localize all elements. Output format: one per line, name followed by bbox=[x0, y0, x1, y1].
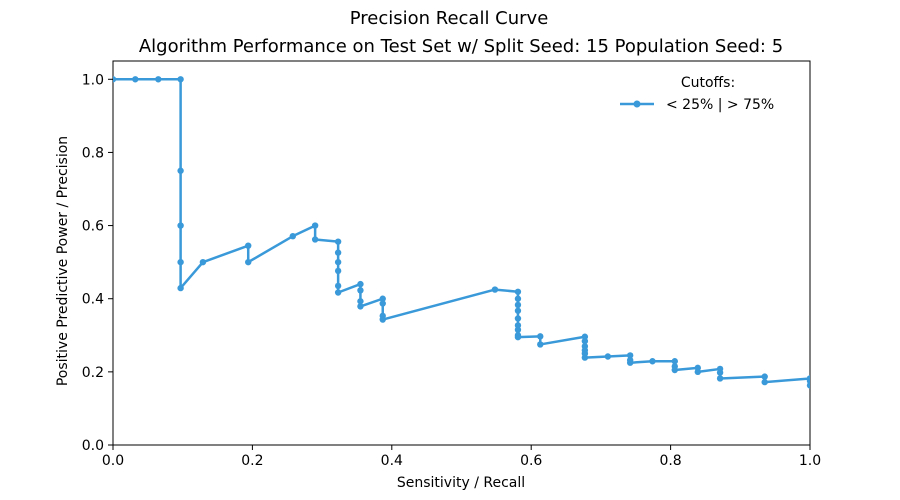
data-point bbox=[113, 76, 117, 83]
data-point bbox=[357, 280, 364, 288]
data-point bbox=[199, 258, 207, 266]
legend-label: < 25% | > 75% bbox=[666, 97, 774, 113]
x-tick-label: 0.6 bbox=[520, 453, 542, 469]
chart-subtitle: Algorithm Performance on Test Set w/ Spl… bbox=[139, 36, 783, 57]
legend-title: Cutoffs: bbox=[681, 75, 735, 91]
series-group bbox=[113, 76, 810, 389]
x-tick-label: 0.0 bbox=[102, 453, 124, 469]
data-point bbox=[177, 167, 184, 174]
data-point bbox=[514, 326, 522, 333]
data-point bbox=[155, 76, 162, 83]
data-point bbox=[334, 249, 342, 256]
data-point bbox=[761, 373, 768, 380]
data-point bbox=[671, 366, 678, 374]
data-point bbox=[357, 303, 364, 310]
data-point bbox=[514, 333, 522, 341]
data-point bbox=[626, 359, 634, 366]
data-point bbox=[537, 341, 544, 348]
data-point bbox=[177, 222, 184, 229]
data-point bbox=[716, 375, 724, 382]
data-point bbox=[761, 378, 768, 386]
data-point bbox=[806, 382, 810, 389]
data-point bbox=[514, 315, 522, 322]
data-point bbox=[311, 222, 319, 229]
series-line bbox=[113, 78, 810, 386]
data-point bbox=[581, 354, 589, 361]
data-point bbox=[671, 358, 678, 365]
data-point bbox=[289, 232, 297, 240]
data-point bbox=[177, 76, 184, 83]
legend: Cutoffs: < 25% | > 75% bbox=[620, 75, 774, 113]
data-point bbox=[132, 76, 139, 83]
data-point bbox=[581, 333, 589, 340]
data-point bbox=[334, 289, 342, 296]
data-point bbox=[334, 267, 342, 275]
data-point bbox=[626, 352, 634, 359]
data-point bbox=[334, 258, 342, 266]
legend-marker bbox=[633, 100, 641, 108]
series-layer bbox=[113, 76, 810, 389]
data-point bbox=[514, 322, 522, 329]
data-point bbox=[514, 307, 522, 314]
x-tick-label: 0.8 bbox=[659, 453, 681, 469]
data-point bbox=[514, 295, 522, 302]
data-point bbox=[491, 286, 499, 293]
data-point bbox=[581, 337, 589, 345]
axes bbox=[112, 60, 811, 446]
data-point bbox=[311, 236, 319, 243]
data-point bbox=[245, 258, 252, 266]
data-point bbox=[245, 242, 252, 249]
data-point bbox=[537, 333, 544, 340]
data-point bbox=[716, 369, 724, 376]
y-tick-label: 0.2 bbox=[82, 365, 104, 381]
y-axis-label: Positive Predictive Power / Precision bbox=[55, 136, 71, 386]
y-tick-label: 0.0 bbox=[82, 438, 104, 454]
chart-title: Precision Recall Curve bbox=[350, 8, 549, 29]
y-tick-label: 0.8 bbox=[82, 145, 104, 161]
data-point bbox=[357, 287, 364, 294]
x-axis-label: Sensitivity / Recall bbox=[397, 475, 525, 491]
x-tick-label: 0.2 bbox=[241, 453, 263, 469]
data-point bbox=[604, 353, 612, 360]
ticks-layer: 0.0 0.2 0.4 0.6 0.8 1.0 0.0 0.2 0.4 0.6 0.8 1.0 bbox=[82, 72, 821, 469]
data-point bbox=[379, 316, 386, 323]
data-point bbox=[514, 288, 522, 295]
plot-frame bbox=[112, 60, 811, 446]
data-point bbox=[379, 300, 386, 307]
y-tick-label: 0.6 bbox=[82, 219, 104, 235]
data-point bbox=[334, 282, 342, 290]
y-tick-label: 0.4 bbox=[82, 292, 104, 308]
data-point bbox=[177, 284, 184, 292]
data-point bbox=[177, 258, 184, 266]
data-point bbox=[514, 301, 522, 309]
data-point bbox=[694, 368, 701, 376]
x-tick-label: 0.4 bbox=[381, 453, 403, 469]
y-tick-label: 1.0 bbox=[82, 72, 104, 88]
data-point bbox=[649, 358, 656, 365]
data-point bbox=[334, 238, 342, 245]
data-point bbox=[357, 298, 364, 305]
x-tick-label: 1.0 bbox=[799, 453, 821, 469]
data-point bbox=[379, 295, 386, 302]
